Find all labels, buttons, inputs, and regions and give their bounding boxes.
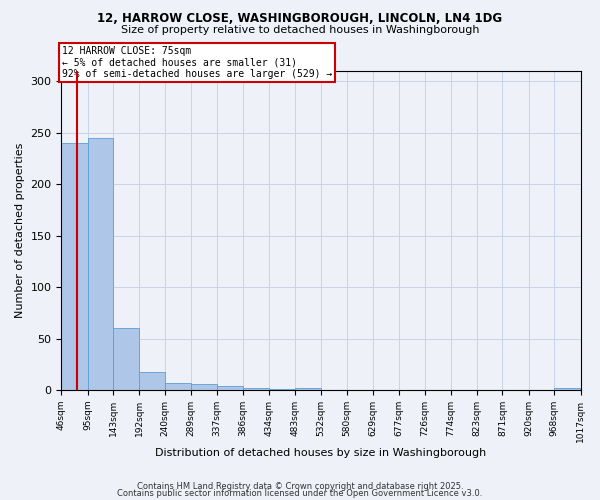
Text: Size of property relative to detached houses in Washingborough: Size of property relative to detached ho… xyxy=(121,25,479,35)
Text: Contains HM Land Registry data © Crown copyright and database right 2025.: Contains HM Land Registry data © Crown c… xyxy=(137,482,463,491)
Bar xyxy=(269,389,295,390)
Text: Contains public sector information licensed under the Open Government Licence v3: Contains public sector information licen… xyxy=(118,490,482,498)
Text: 12 HARROW CLOSE: 75sqm
← 5% of detached houses are smaller (31)
92% of semi-deta: 12 HARROW CLOSE: 75sqm ← 5% of detached … xyxy=(62,46,332,79)
X-axis label: Distribution of detached houses by size in Washingborough: Distribution of detached houses by size … xyxy=(155,448,487,458)
Bar xyxy=(139,372,165,390)
Bar xyxy=(295,388,321,390)
Bar xyxy=(243,388,269,390)
Bar xyxy=(191,384,217,390)
Bar xyxy=(61,143,88,390)
Bar xyxy=(554,388,580,390)
Bar xyxy=(113,328,139,390)
Bar xyxy=(165,383,191,390)
Text: 12, HARROW CLOSE, WASHINGBOROUGH, LINCOLN, LN4 1DG: 12, HARROW CLOSE, WASHINGBOROUGH, LINCOL… xyxy=(97,12,503,26)
Bar xyxy=(88,138,113,390)
Y-axis label: Number of detached properties: Number of detached properties xyxy=(15,142,25,318)
Bar xyxy=(217,386,243,390)
